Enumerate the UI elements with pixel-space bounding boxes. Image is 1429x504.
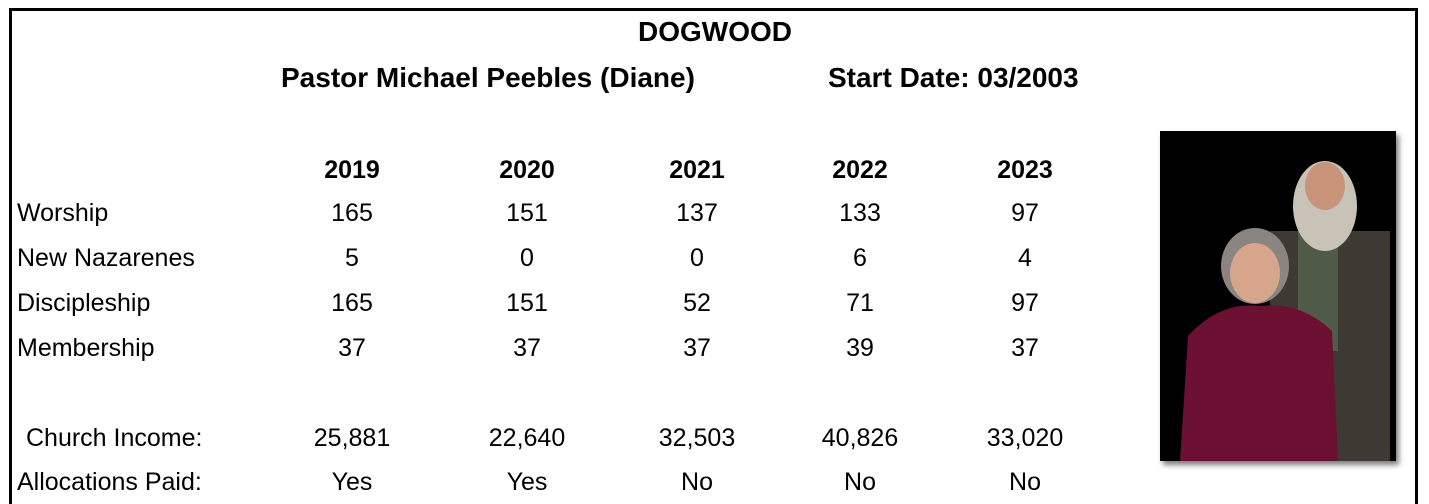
- row-label: Discipleship: [17, 289, 151, 317]
- cell: 151: [506, 199, 548, 227]
- cell: 22,640: [488, 424, 566, 452]
- row-label: New Nazarenes: [17, 244, 195, 272]
- cell: 37: [513, 334, 541, 362]
- cell: 25,881: [313, 424, 391, 452]
- cell: 97: [1011, 199, 1039, 227]
- pastor-photo: [1160, 131, 1396, 461]
- cell: 37: [338, 334, 366, 362]
- cell: Yes: [331, 468, 373, 496]
- cell: 33,020: [986, 424, 1064, 452]
- row-label: Allocations Paid:: [17, 468, 202, 496]
- cell: 5: [345, 244, 359, 272]
- cell: 165: [331, 199, 373, 227]
- cell: 37: [683, 334, 711, 362]
- cell: 6: [853, 244, 867, 272]
- cell: 133: [839, 199, 881, 227]
- cell: No: [681, 468, 713, 496]
- cell: No: [844, 468, 876, 496]
- column-header: 2023: [997, 156, 1053, 184]
- cell: 137: [676, 199, 718, 227]
- cell: 32,503: [658, 424, 736, 452]
- column-header: 2020: [499, 156, 555, 184]
- cell: 4: [1018, 244, 1032, 272]
- cell: No: [1009, 468, 1041, 496]
- column-header: 2021: [669, 156, 725, 184]
- cell: 39: [846, 334, 874, 362]
- cell: 52: [683, 289, 711, 317]
- cell: 165: [331, 289, 373, 317]
- start-date: Start Date: 03/2003: [828, 62, 1079, 93]
- cell: 0: [690, 244, 704, 272]
- cell: 40,826: [821, 424, 899, 452]
- row-label: Church Income:: [26, 424, 203, 452]
- cell: 0: [520, 244, 534, 272]
- cell: 71: [846, 289, 874, 317]
- row-label: Membership: [17, 334, 155, 362]
- column-header: 2022: [832, 156, 888, 184]
- cell: 37: [1011, 334, 1039, 362]
- row-label: Worship: [17, 199, 109, 227]
- cell: Yes: [506, 468, 548, 496]
- frame: [9, 8, 1418, 504]
- column-header: 2019: [324, 156, 380, 184]
- title: DOGWOOD: [638, 16, 792, 47]
- pastor: Pastor Michael Peebles (Diane): [281, 62, 695, 93]
- cell: 151: [506, 289, 548, 317]
- cell: 97: [1011, 289, 1039, 317]
